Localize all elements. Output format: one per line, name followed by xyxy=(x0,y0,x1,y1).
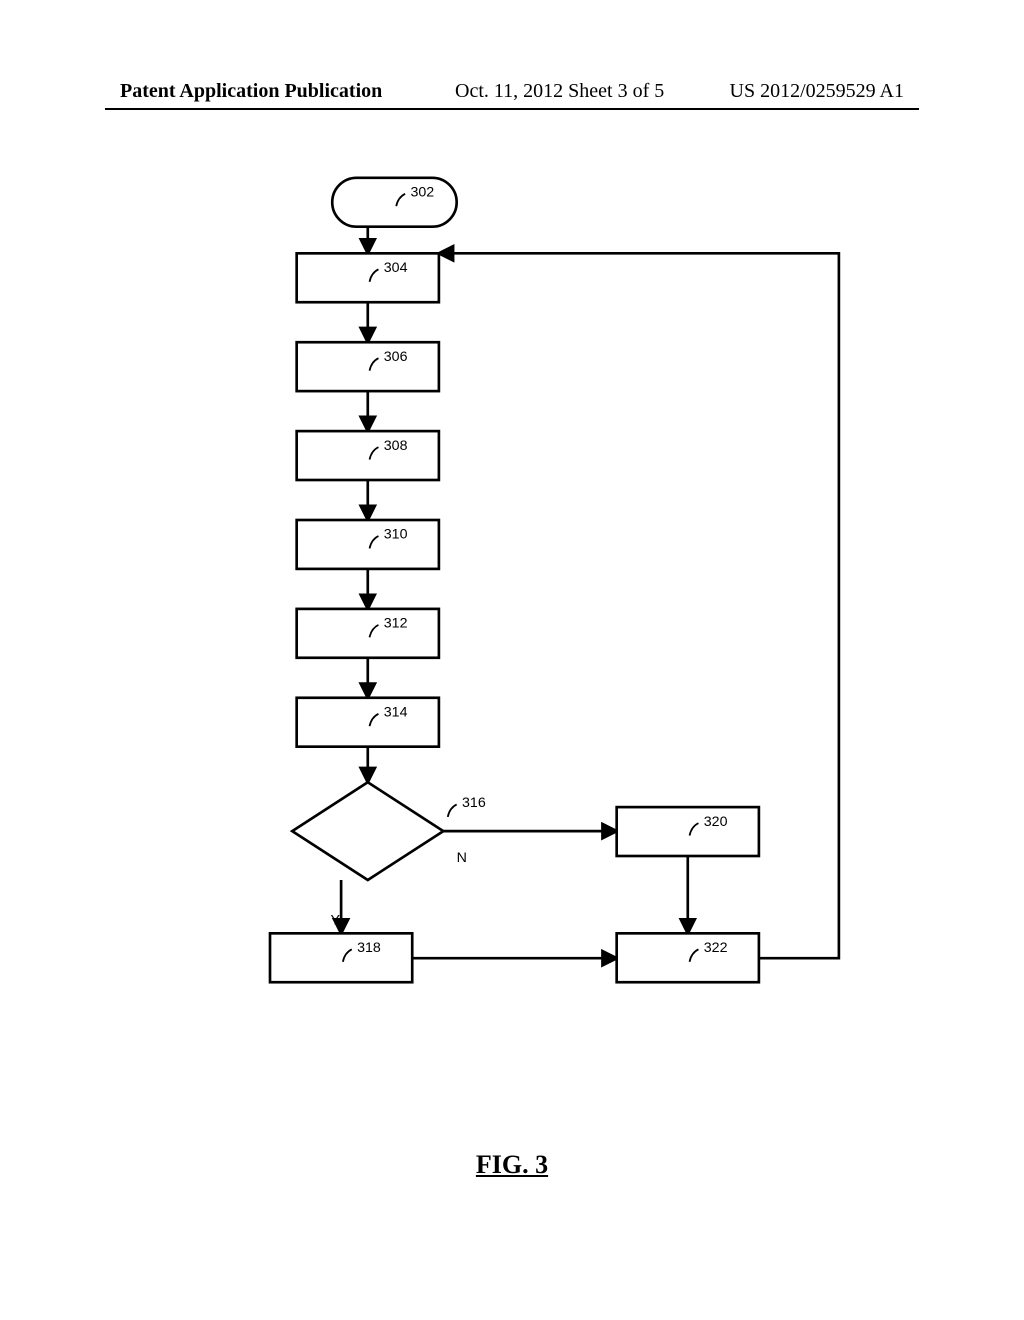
ref-label: 312 xyxy=(384,616,408,632)
edge-label: Y xyxy=(330,912,340,928)
flow-node-n316 xyxy=(292,782,443,880)
flowchart: 302 304 306 308 310 312 314 316 318 320 322 Y N xyxy=(110,160,910,1100)
ref-label: 322 xyxy=(704,940,728,956)
flow-node-n304 xyxy=(297,253,439,302)
header-center: Oct. 11, 2012 Sheet 3 of 5 xyxy=(455,80,664,103)
header-right: US 2012/0259529 A1 xyxy=(730,80,904,103)
ref-label: 304 xyxy=(384,260,408,276)
flow-node-n302 xyxy=(332,178,456,227)
ref-label: 302 xyxy=(410,184,434,200)
flow-node-n306 xyxy=(297,342,439,391)
flow-node-n312 xyxy=(297,609,439,658)
flow-node-n310 xyxy=(297,520,439,569)
ref-label: 320 xyxy=(704,814,728,830)
page: Patent Application Publication Oct. 11, … xyxy=(0,0,1024,1320)
ref-label: 306 xyxy=(384,349,408,365)
edge-label: N xyxy=(457,850,467,866)
ref-label: 314 xyxy=(384,704,408,720)
ref-label: 318 xyxy=(357,940,381,956)
header-rule xyxy=(105,108,919,110)
flow-node-n308 xyxy=(297,431,439,480)
ref-label: 316 xyxy=(462,795,486,811)
header-left: Patent Application Publication xyxy=(120,80,382,103)
figure-label: FIG. 3 xyxy=(0,1150,1024,1180)
ref-label: 308 xyxy=(384,438,408,454)
flow-node-n318 xyxy=(270,933,412,982)
flow-node-n320 xyxy=(617,807,759,856)
flow-node-n322 xyxy=(617,933,759,982)
ref-label: 310 xyxy=(384,527,408,543)
flow-node-n314 xyxy=(297,698,439,747)
